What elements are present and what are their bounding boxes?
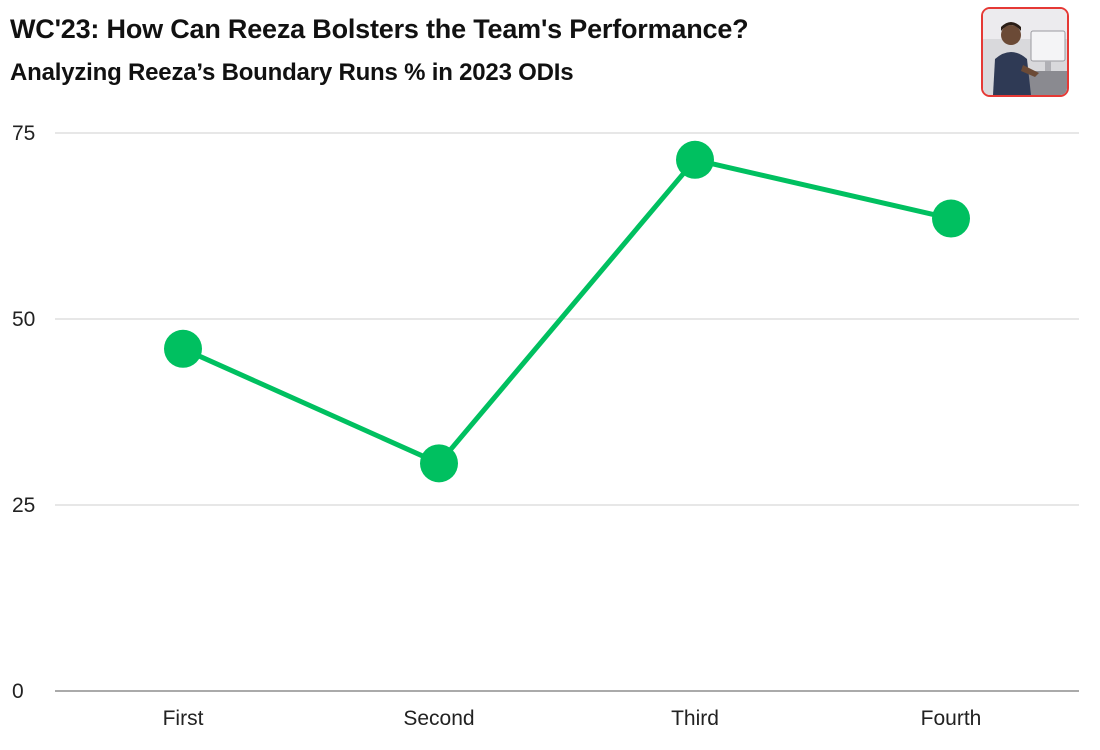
chart-title: WC'23: How Can Reeza Bolsters the Team's…: [10, 14, 749, 44]
data-point: [676, 140, 714, 179]
y-tick-label: 75: [12, 122, 35, 145]
x-tick-label: Fourth: [921, 707, 982, 730]
y-tick-label: 0: [12, 680, 24, 703]
author-photo-icon: [981, 7, 1069, 97]
series-line: [180, 157, 954, 466]
y-tick-label: 50: [12, 308, 35, 331]
data-point: [420, 444, 458, 483]
x-tick-label: First: [163, 707, 204, 730]
data-point: [164, 329, 202, 368]
x-tick-label: Third: [671, 707, 719, 730]
x-tick-label: Second: [403, 707, 474, 730]
y-tick-label: 25: [12, 494, 35, 517]
chart-subtitle: Analyzing Reeza’s Boundary Runs % in 202…: [10, 59, 574, 86]
data-point: [932, 199, 970, 238]
